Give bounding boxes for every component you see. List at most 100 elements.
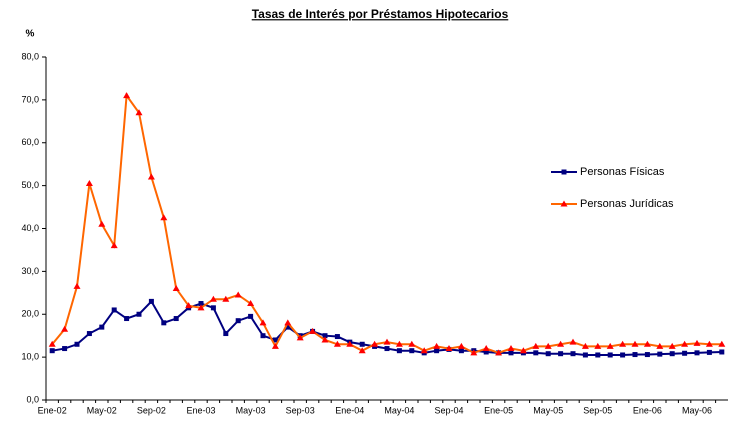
marker — [61, 325, 69, 332]
legend-label: Personas Jurídicas — [580, 198, 674, 210]
marker — [161, 320, 167, 326]
x-tick-label: May-05 — [533, 405, 563, 415]
x-tick-label: Ene-05 — [484, 405, 513, 415]
y-tick-label: 10,0 — [21, 352, 39, 362]
marker — [718, 340, 726, 347]
marker — [148, 298, 154, 304]
x-tick-label: May-04 — [384, 405, 414, 415]
x-tick-label: Sep-05 — [583, 405, 612, 415]
marker — [706, 349, 712, 355]
marker — [73, 282, 81, 289]
marker — [682, 350, 688, 356]
marker — [557, 340, 565, 347]
x-tick-label: May-02 — [87, 405, 117, 415]
marker — [172, 285, 180, 292]
marker — [296, 334, 304, 341]
marker — [705, 340, 713, 347]
marker — [395, 340, 403, 347]
marker — [48, 340, 56, 347]
marker — [657, 351, 663, 357]
y-tick-label: 20,0 — [21, 309, 39, 319]
marker — [644, 352, 650, 358]
marker — [247, 300, 255, 307]
marker — [160, 214, 168, 221]
y-axis-label: % — [26, 29, 35, 40]
marker — [631, 340, 639, 347]
marker — [98, 220, 106, 227]
marker — [309, 327, 317, 334]
marker — [334, 334, 340, 340]
marker — [99, 324, 105, 330]
marker — [111, 307, 117, 313]
marker — [359, 341, 365, 347]
marker — [234, 291, 242, 298]
y-tick-label: 0,0 — [26, 394, 39, 404]
marker — [495, 349, 503, 356]
marker — [124, 316, 130, 322]
marker — [433, 342, 441, 349]
x-tick-label: May-03 — [236, 405, 266, 415]
x-tick-label: Ene-03 — [186, 405, 215, 415]
marker — [694, 350, 700, 356]
marker — [147, 173, 155, 180]
marker — [632, 352, 638, 358]
x-tick-label: Sep-03 — [286, 405, 315, 415]
marker — [569, 338, 577, 345]
marker — [333, 340, 341, 347]
x-tick-label: Ene-04 — [335, 405, 364, 415]
marker — [271, 342, 279, 349]
marker — [560, 200, 568, 207]
series-line — [51, 92, 722, 354]
marker — [669, 351, 675, 357]
marker — [434, 348, 440, 354]
marker — [322, 333, 328, 339]
marker — [272, 337, 278, 343]
marker — [607, 352, 613, 358]
marker — [396, 348, 402, 354]
marker — [643, 340, 651, 347]
chart-title: Tasas de Interés por Préstamos Hipotecar… — [252, 7, 509, 21]
marker — [235, 318, 241, 324]
marker — [508, 350, 514, 356]
marker — [693, 339, 701, 346]
marker — [123, 92, 131, 99]
marker — [668, 342, 676, 349]
marker — [620, 352, 626, 358]
x-tick-label: May-06 — [682, 405, 712, 415]
marker — [198, 301, 204, 307]
marker — [185, 302, 193, 309]
marker — [656, 342, 664, 349]
marker — [197, 304, 205, 311]
marker — [519, 347, 527, 354]
marker — [483, 349, 489, 355]
marker — [470, 349, 478, 356]
marker — [284, 319, 292, 326]
y-tick-label: 70,0 — [21, 94, 39, 104]
marker — [173, 316, 179, 322]
marker — [445, 345, 453, 352]
marker — [321, 336, 329, 343]
y-tick-label: 60,0 — [21, 137, 39, 147]
marker — [409, 348, 415, 354]
marker — [358, 347, 366, 354]
marker — [619, 340, 627, 347]
marker — [408, 340, 416, 347]
marker — [482, 345, 490, 352]
y-tick-label: 40,0 — [21, 223, 39, 233]
marker — [594, 342, 602, 349]
marker — [383, 338, 391, 345]
marker — [346, 340, 354, 347]
marker — [49, 348, 55, 354]
marker — [135, 109, 143, 116]
marker — [110, 242, 118, 249]
marker — [570, 351, 576, 357]
marker — [457, 342, 465, 349]
marker — [507, 345, 515, 352]
marker — [285, 324, 291, 330]
marker — [371, 340, 379, 347]
marker — [545, 351, 551, 357]
marker — [85, 179, 93, 186]
marker — [209, 295, 217, 302]
x-tick-label: Ene-06 — [633, 405, 662, 415]
